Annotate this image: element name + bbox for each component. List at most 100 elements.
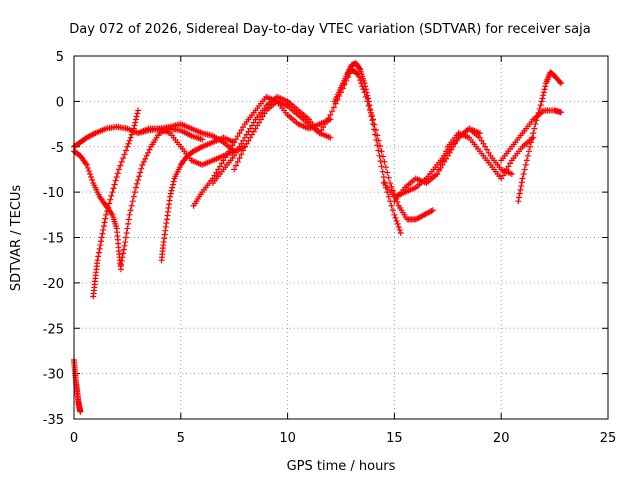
data-point: [360, 86, 367, 93]
data-point: [135, 107, 142, 114]
data-point: [357, 77, 364, 84]
data-point: [377, 142, 384, 149]
data-point: [211, 172, 218, 179]
data-point: [121, 242, 128, 249]
y-axis-title: SDTVAR / TECUs: [9, 185, 24, 292]
series-arc-start-low: [71, 357, 84, 415]
data-point: [111, 181, 118, 188]
y-tick-label: -25: [43, 322, 64, 337]
data-point: [241, 134, 248, 141]
series-arc-a: [71, 148, 124, 273]
data-point: [236, 155, 243, 162]
data-point: [120, 250, 127, 257]
data-point: [378, 148, 385, 155]
data-point: [216, 163, 223, 170]
data-point: [125, 220, 132, 227]
data-point: [125, 140, 132, 147]
data-point: [437, 161, 444, 168]
data-point: [501, 169, 508, 176]
y-tick-label: -15: [43, 232, 64, 247]
data-point: [199, 136, 206, 143]
data-point: [145, 149, 152, 156]
data-point: [143, 152, 150, 159]
y-tick-label: -35: [43, 413, 64, 428]
data-point: [498, 175, 505, 182]
data-point: [327, 111, 334, 118]
data-point: [389, 207, 396, 214]
data-point: [508, 170, 515, 177]
data-point: [238, 140, 245, 147]
data-point: [254, 122, 261, 129]
data-point: [118, 158, 125, 165]
data-point: [429, 207, 436, 214]
data-point: [103, 211, 110, 218]
data-point: [218, 160, 225, 167]
data-point: [516, 194, 522, 201]
data-point: [122, 239, 129, 246]
data-point: [232, 149, 239, 156]
data-point: [236, 130, 243, 137]
data-point: [127, 207, 134, 214]
data-point: [355, 71, 362, 78]
data-point: [499, 172, 506, 179]
data-point: [245, 137, 252, 144]
data-point: [128, 131, 135, 138]
series-arc-i: [231, 98, 334, 173]
data-point: [369, 117, 376, 124]
x-tick-labels: 0 5 10 15 20 25: [70, 431, 616, 446]
data-point: [374, 142, 381, 149]
data-point: [124, 225, 131, 232]
data-point: [225, 148, 232, 155]
data-point: [240, 147, 247, 154]
data-point: [522, 161, 529, 168]
data-point: [114, 170, 121, 177]
data-point: [368, 111, 375, 118]
data-point: [527, 143, 534, 150]
data-point: [505, 163, 512, 170]
data-point: [115, 166, 122, 173]
data-point: [169, 181, 176, 188]
data-point: [123, 229, 130, 236]
data-point: [133, 113, 140, 120]
data-point: [119, 254, 126, 261]
data-point: [243, 140, 250, 147]
data-point: [139, 161, 146, 168]
data-point: [542, 83, 549, 90]
data-point: [135, 177, 142, 184]
data-point: [249, 131, 255, 138]
data-point: [374, 132, 381, 139]
y-tick-label: 0: [56, 95, 64, 110]
data-point: [245, 128, 252, 135]
data-point: [364, 98, 371, 105]
data-point: [532, 121, 539, 128]
data-point: [227, 145, 234, 152]
data-point: [320, 124, 327, 131]
data-point: [125, 216, 132, 223]
data-point: [122, 234, 129, 241]
data-point: [169, 184, 176, 191]
data-point: [393, 217, 400, 224]
data-point: [392, 214, 399, 221]
series-arc-p-end: [498, 107, 565, 164]
data-point: [517, 186, 524, 193]
data-point: [170, 178, 177, 185]
data-point: [482, 143, 489, 150]
data-point: [528, 139, 535, 146]
data-point: [446, 149, 453, 156]
data-point: [132, 116, 139, 123]
data-point: [354, 70, 361, 77]
data-point: [213, 169, 220, 176]
x-tick-label: 0: [70, 431, 78, 446]
data-point: [518, 179, 525, 186]
data-point: [556, 79, 563, 86]
data-point: [252, 125, 259, 132]
data-point: [105, 204, 112, 211]
series-arc-o-end: [515, 69, 565, 205]
data-point: [439, 157, 446, 164]
data-point: [98, 234, 105, 241]
y-tick-labels: 5 0 -5 -10 -15 -20 -25 -30 -35: [43, 50, 64, 428]
x-tick-label: 25: [600, 431, 617, 446]
data-point: [99, 230, 106, 237]
data-point: [127, 134, 134, 141]
data-point: [381, 158, 388, 165]
